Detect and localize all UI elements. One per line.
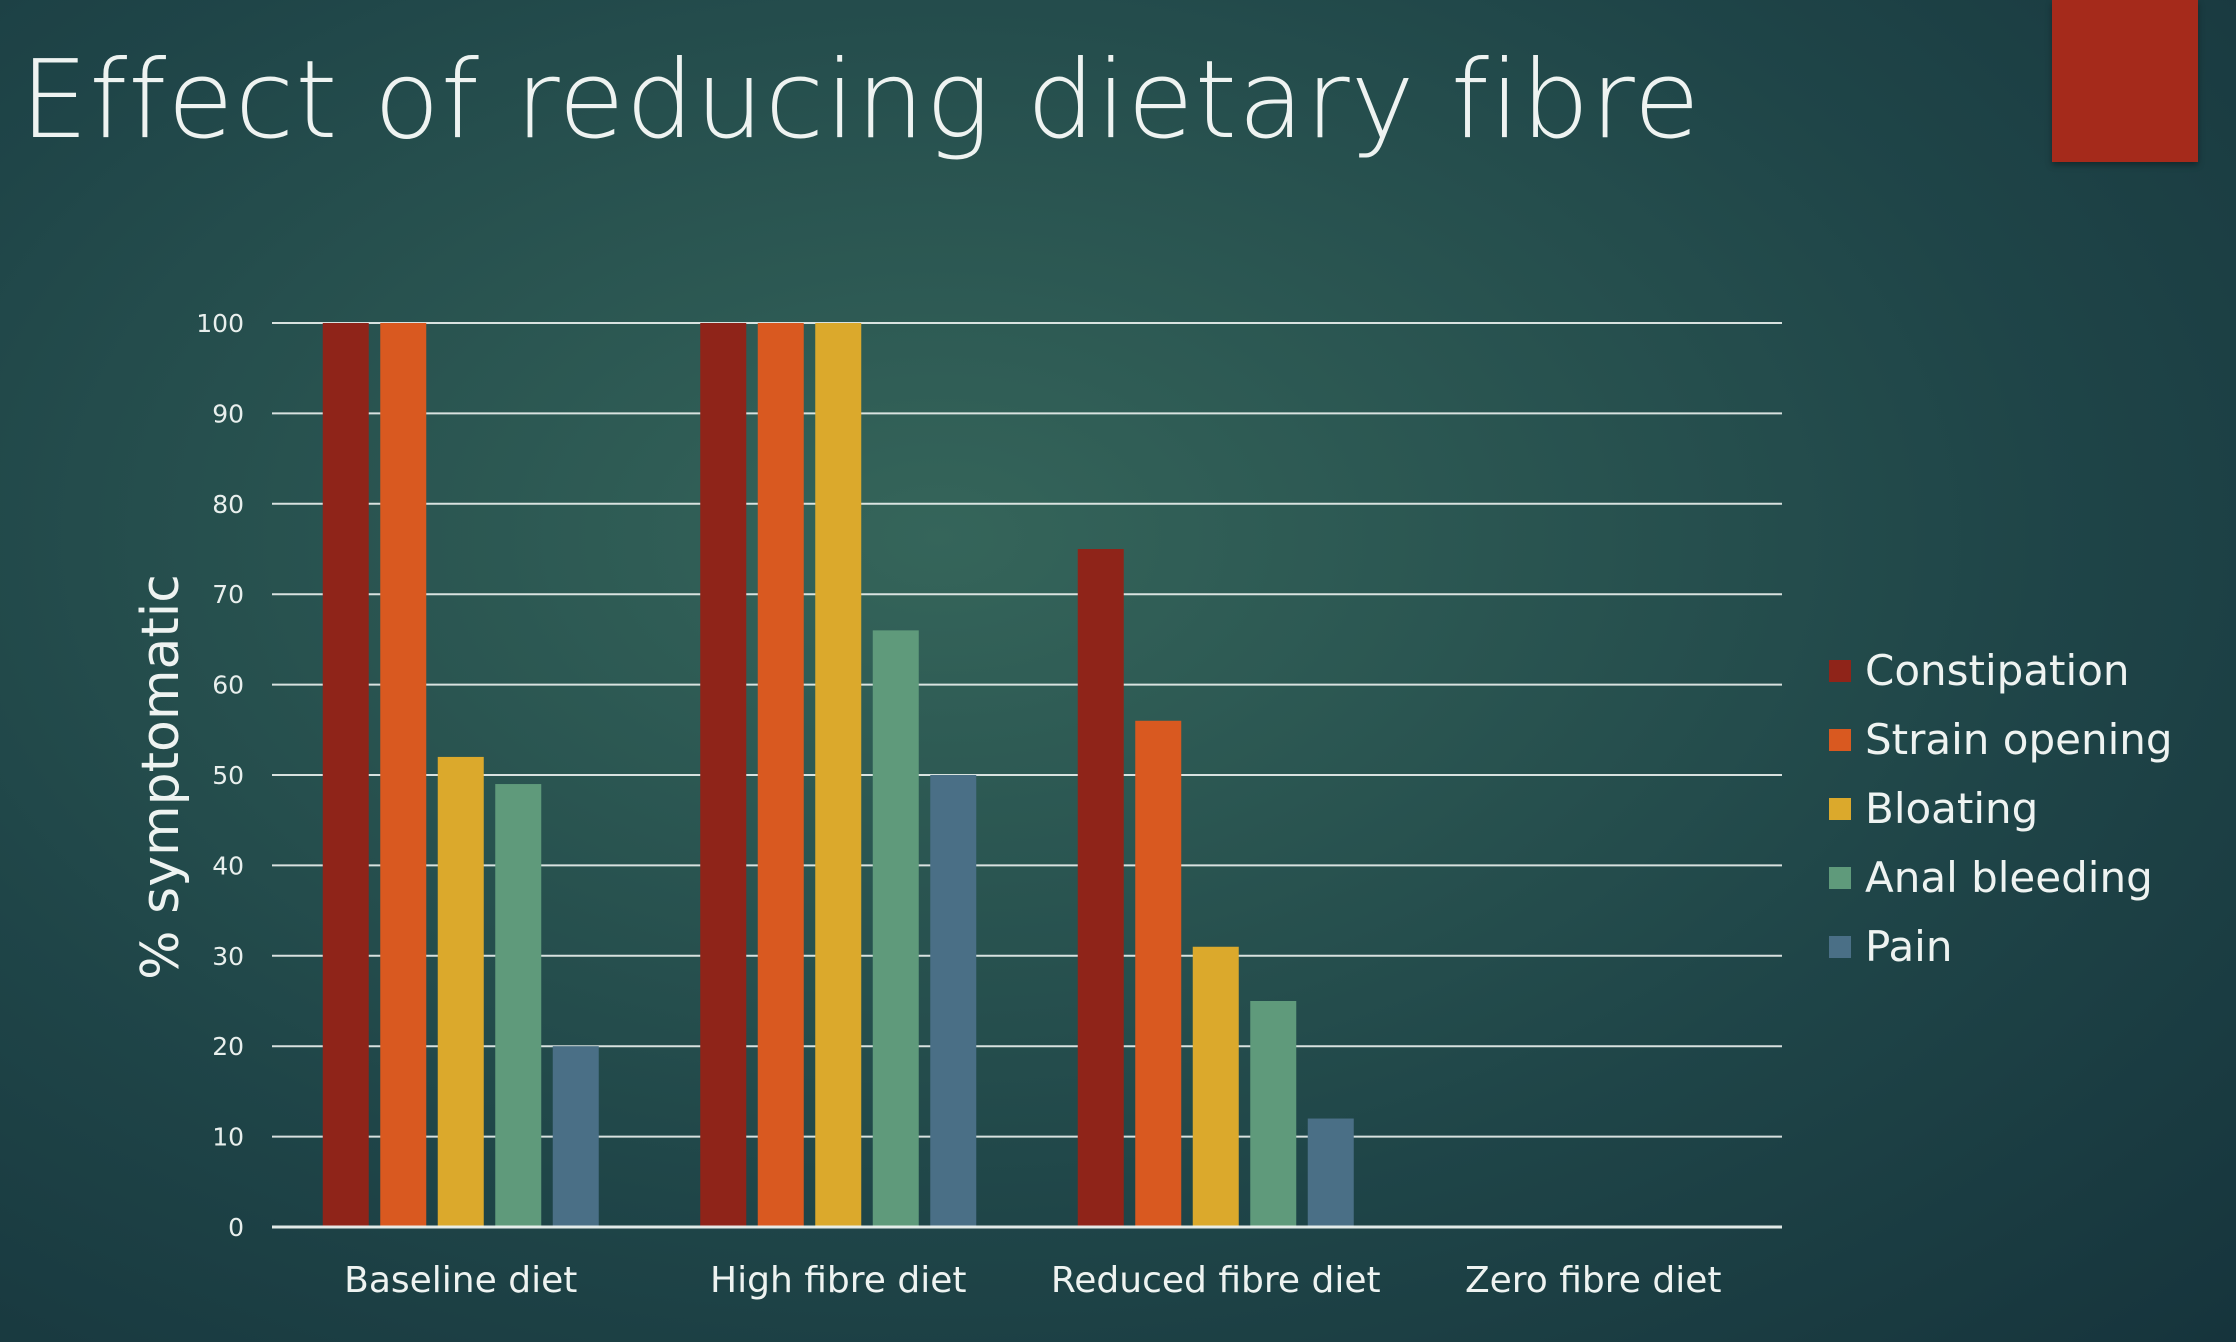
y-tick-label: 0 [228,1213,244,1242]
legend-item: Strain opening [1829,705,2173,774]
legend-item: Pain [1829,912,2173,981]
bar-strain-opening [380,323,427,1227]
y-tick-label: 10 [212,1123,244,1152]
legend-swatch [1829,866,1851,889]
x-tick-label: Baseline diet [344,1260,577,1301]
legend-label: Constipation [1865,646,2130,695]
chart-legend: Constipation Strain opening Bloating Anal b… [1829,636,2173,981]
bars [322,323,1354,1227]
legend-label: Anal bleeding [1865,853,2153,902]
legend-item: Bloating [1829,774,2173,843]
x-tick-label: Reduced fibre diet [1051,1260,1381,1301]
bar-pain [1307,1118,1354,1227]
bar-strain-opening [757,323,804,1227]
legend-item: Constipation [1829,636,2173,705]
bar-bloating [815,323,862,1227]
bar-constipation [1077,549,1124,1227]
legend-label: Bloating [1865,784,2039,833]
y-tick-label: 60 [212,671,244,700]
gridlines [272,322,1782,1138]
legend-item: Anal bleeding [1829,843,2173,912]
accent-block [2052,0,2198,162]
legend-swatch [1829,728,1851,751]
y-tick-label: 30 [212,942,244,971]
y-tick-label: 80 [212,490,244,519]
y-tick-label: 50 [212,761,244,790]
bar-bloating [1192,946,1239,1227]
legend-swatch [1829,659,1851,682]
bar-anal-bleeding [1250,1001,1297,1227]
legend-label: Strain opening [1865,715,2173,764]
x-tick-label: Zero fibre diet [1465,1260,1722,1301]
bar-pain [930,775,977,1227]
bar-strain-opening [1135,720,1182,1227]
bar-constipation [322,323,369,1227]
y-tick-label: 70 [212,580,244,609]
bar-bloating [437,756,484,1227]
bar-pain [552,1046,599,1227]
slide-title: Effect of reducing dietary fibre [20,38,1701,163]
y-axis-label: % symptomatic [131,574,191,980]
x-tick-label: High fibre diet [710,1260,966,1301]
legend-label: Pain [1865,922,1953,971]
legend-swatch [1829,935,1851,958]
bar-constipation [700,323,747,1227]
bar-anal-bleeding [495,784,542,1227]
y-tick-label: 20 [212,1032,244,1061]
x-axis-ticks: Baseline diet High fibre diet Reduced fibr… [344,1260,1721,1301]
bar-anal-bleeding [872,630,919,1227]
y-axis-ticks: 0 10 20 30 40 50 60 70 80 90 100 [196,309,244,1242]
y-tick-label: 40 [212,851,244,880]
y-tick-label: 90 [212,399,244,428]
y-tick-label: 100 [196,309,244,338]
legend-swatch [1829,797,1851,820]
